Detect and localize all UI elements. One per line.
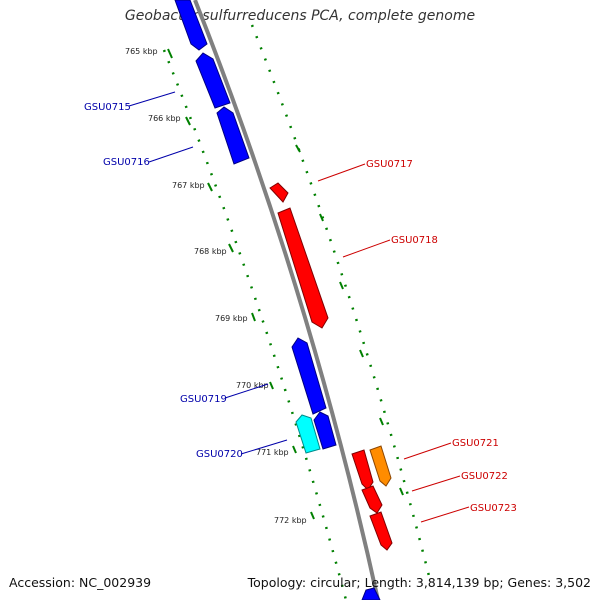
tick-765: [167, 48, 173, 59]
outer-tick: [399, 487, 404, 496]
gene-arrow-gsu0722-a[interactable]: [351, 449, 374, 491]
tick-label: 766 kbp: [148, 114, 181, 123]
genome-backbone: [193, 0, 380, 600]
gene-arrow-top[interactable]: [174, 0, 208, 51]
leader-gsu0717: [317, 163, 366, 182]
tick-770: [269, 381, 274, 390]
tick-label: 768 kbp: [194, 247, 227, 256]
gene-arrow-gsu0718[interactable]: [277, 207, 329, 329]
gene-label-gsu0715[interactable]: GSU0715: [84, 102, 131, 113]
tick-771: [292, 445, 297, 454]
gene-arrow-gsu0719[interactable]: [291, 337, 327, 415]
map-title: Geobacter sulfurreducens PCA, complete g…: [124, 8, 476, 24]
leader-gsu0723: [420, 506, 470, 523]
gene-arrow-gsu0717[interactable]: [269, 182, 289, 203]
leader-gsu0721: [403, 442, 452, 460]
gene-arrow-gsu0723[interactable]: [369, 511, 393, 551]
tick-766: [185, 116, 191, 126]
gene-arrow-gsu0722-b[interactable]: [361, 485, 383, 514]
tick-767: [207, 182, 213, 192]
gene-label-gsu0718[interactable]: GSU0718: [391, 235, 438, 246]
tick-772: [310, 511, 315, 520]
tick-label: 770 kbp: [236, 381, 269, 390]
leader-gsu0718: [342, 239, 391, 258]
tick-label: 769 kbp: [215, 314, 248, 323]
leader-gsu0716: [148, 146, 194, 163]
outer-tick: [339, 281, 344, 290]
gene-arrow-gsu0721[interactable]: [369, 445, 392, 487]
gene-arrow-small-blue[interactable]: [313, 411, 337, 450]
gene-arrow-gsu0715[interactable]: [195, 52, 231, 109]
tick-label: 767 kbp: [172, 181, 205, 190]
tick-label: 771 kbp: [256, 448, 289, 457]
outer-tick: [295, 144, 301, 153]
genome-summary: Topology: circular; Length: 3,814,139 bp…: [247, 575, 591, 590]
gene-label-gsu0721[interactable]: GSU0721: [452, 438, 499, 449]
outer-tick: [379, 417, 384, 426]
gene-label-gsu0716[interactable]: GSU0716: [103, 157, 150, 168]
leader-gsu0715: [128, 91, 176, 107]
gene-label-gsu0717[interactable]: GSU0717: [366, 159, 413, 170]
tick-768: [228, 243, 234, 253]
outer-tick: [359, 349, 364, 358]
gene-label-gsu0722[interactable]: GSU0722: [461, 471, 508, 482]
accession-label: Accession: NC_002939: [9, 575, 152, 590]
major-ticks: [167, 48, 404, 520]
gene-arrow-gsu0720[interactable]: [295, 414, 321, 454]
tick-label: 765 kbp: [125, 47, 158, 56]
gene-label-gsu0723[interactable]: GSU0723: [470, 503, 517, 514]
tick-769: [251, 312, 256, 322]
gene-arrow-bottom[interactable]: [361, 587, 381, 600]
tick-label: 772 kbp: [274, 516, 307, 525]
outer-tick-rail: [250, 24, 432, 581]
outer-tick: [319, 213, 324, 222]
gene-arrow-gsu0716[interactable]: [216, 106, 250, 165]
leader-gsu0720: [240, 439, 288, 455]
gene-label-gsu0719[interactable]: GSU0719: [180, 394, 227, 405]
gene-label-gsu0720[interactable]: GSU0720: [196, 449, 243, 460]
leader-gsu0719: [224, 383, 269, 399]
leader-gsu0722: [411, 475, 461, 492]
